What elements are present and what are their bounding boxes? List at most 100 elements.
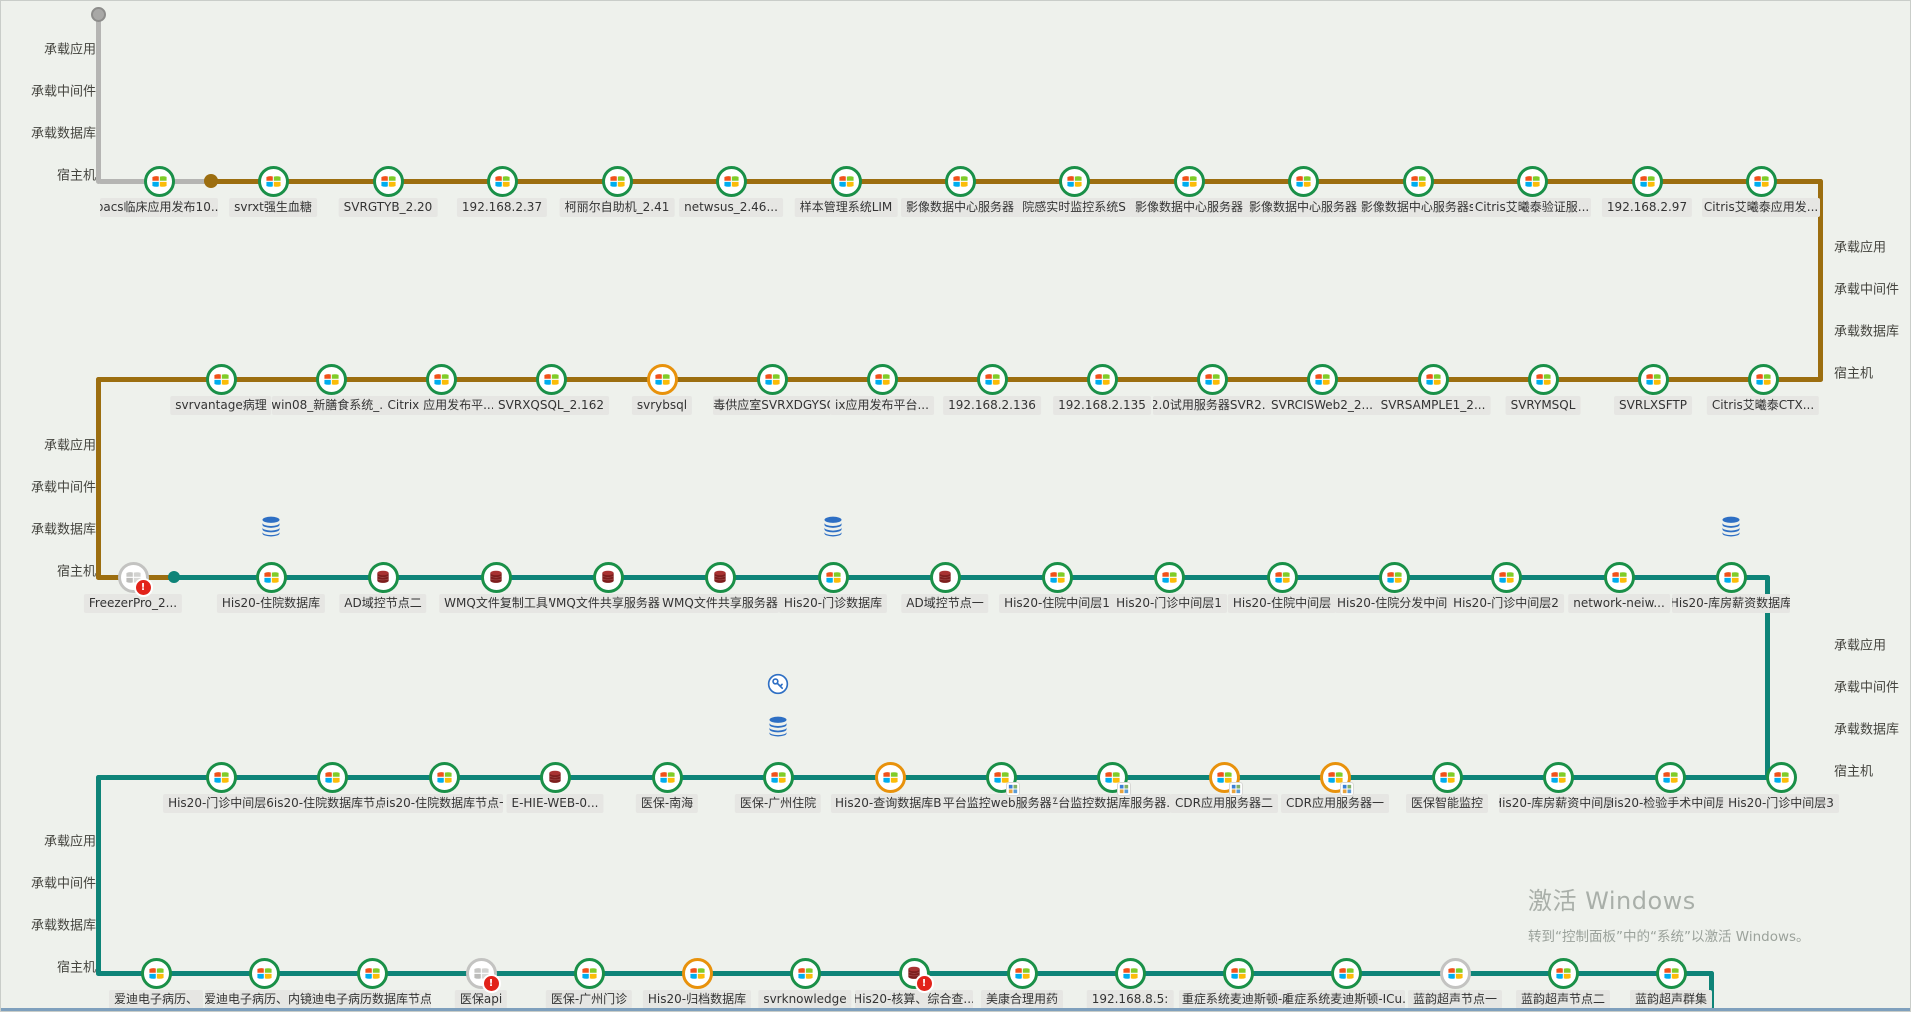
topology-node[interactable]	[1654, 761, 1686, 793]
topology-node[interactable]	[1603, 561, 1635, 593]
topology-node[interactable]: !	[465, 957, 501, 993]
node-label[interactable]: WMQ文件共享服务器（	[549, 594, 667, 613]
node-label[interactable]: 医保api	[454, 990, 508, 1009]
node-label[interactable]: AD域控节点一	[901, 594, 989, 613]
node-label[interactable]: His20-住院中间层	[1227, 594, 1337, 613]
node-label[interactable]: 192.168.2.37	[456, 198, 548, 217]
node-label[interactable]: SVRYMSQL	[1505, 396, 1581, 415]
node-label[interactable]: His20-住院分发中间.	[1335, 594, 1453, 613]
node-label[interactable]: 蓝韵超声节点二	[1515, 990, 1611, 1009]
node-label[interactable]: 爱迪电子病历、内镜数	[205, 990, 323, 1009]
node-label[interactable]: SVRGTYB_2.20	[338, 198, 438, 217]
node-label[interactable]: His20-门诊中间层1	[1111, 594, 1227, 613]
node-label[interactable]: 影像数据中心服务器	[901, 198, 1019, 217]
topology-node[interactable]	[316, 761, 348, 793]
topology-node[interactable]	[1715, 561, 1747, 593]
node-label[interactable]: 医保智能监控	[1405, 794, 1489, 813]
topology-node[interactable]	[976, 363, 1008, 395]
node-label[interactable]: 影像数据中心服务器	[1244, 198, 1362, 217]
topology-node[interactable]	[1547, 957, 1579, 989]
topology-node[interactable]	[762, 761, 794, 793]
node-label[interactable]: His20-住院数据库	[216, 594, 326, 613]
topology-node[interactable]	[985, 761, 1019, 795]
node-label[interactable]: 平台监控web服务器1	[942, 794, 1060, 813]
node-label[interactable]: His20-门诊中间层6	[163, 794, 279, 813]
node-label[interactable]: 医保-南海	[635, 794, 699, 813]
node-label[interactable]: netwsus_2.46...	[679, 198, 783, 217]
topology-node[interactable]	[789, 957, 821, 989]
node-label[interactable]: 重症系统麦迪斯顿-ICu..	[1287, 990, 1405, 1009]
node-label[interactable]: svrxt强生血糖	[229, 198, 317, 217]
node-label[interactable]: His20-住院数据库节点二	[273, 794, 391, 813]
topology-node[interactable]	[205, 363, 237, 395]
topology-node[interactable]	[830, 165, 862, 197]
node-label[interactable]: His20-住院数据库节点一	[385, 794, 503, 813]
node-label[interactable]: 192.168.2.136	[943, 396, 1041, 415]
topology-node[interactable]	[143, 165, 175, 197]
node-label[interactable]: 院感实时监控系统S	[1017, 198, 1131, 217]
topology-node[interactable]	[356, 957, 388, 989]
topology-node[interactable]	[646, 363, 678, 395]
topology-node[interactable]	[1041, 561, 1073, 593]
node-label[interactable]: AD域控节点二	[339, 594, 427, 613]
topology-node[interactable]	[573, 957, 605, 989]
node-label[interactable]: 重症系统麦迪斯顿-麻	[1179, 990, 1297, 1009]
node-label[interactable]: FreezerPro_2...	[83, 594, 183, 613]
node-label[interactable]: SVRCISWeb2_2...	[1266, 396, 1378, 415]
node-label[interactable]: SVRSAMPLE1_2...	[1375, 396, 1491, 415]
topology-node[interactable]	[1490, 561, 1522, 593]
topology-node[interactable]	[1114, 957, 1146, 989]
node-label[interactable]: 蓝韵超声群集	[1629, 990, 1713, 1009]
topology-node[interactable]	[1330, 957, 1362, 989]
node-label[interactable]: E-HIE-WEB-0...	[506, 794, 604, 813]
topology-node[interactable]	[205, 761, 237, 793]
topology-node[interactable]	[756, 363, 788, 395]
node-label[interactable]: His20-门诊中间层2	[1448, 594, 1564, 613]
topology-node[interactable]	[944, 165, 976, 197]
topology-node[interactable]	[1208, 761, 1242, 795]
node-label[interactable]: svrybsql	[631, 396, 693, 415]
node-label[interactable]: CDR应用服务器二	[1170, 794, 1278, 813]
node-label[interactable]: 192.168.8.5:	[1086, 990, 1174, 1009]
topology-node[interactable]	[592, 561, 624, 593]
node-label[interactable]: His20-查询数据库BI	[831, 794, 949, 813]
topology-node[interactable]	[715, 165, 747, 197]
topology-node[interactable]	[1319, 761, 1353, 795]
node-label[interactable]: 消毒供应室SVRXDGYSQL	[713, 396, 831, 415]
topology-node[interactable]	[1527, 363, 1559, 395]
node-label[interactable]: svrknowledge	[758, 990, 852, 1009]
topology-node[interactable]	[1173, 165, 1205, 197]
topology-node[interactable]	[535, 363, 567, 395]
topology-node[interactable]	[1006, 957, 1038, 989]
topology-node[interactable]	[1439, 957, 1471, 989]
node-label[interactable]: svrvantage病理	[170, 396, 272, 415]
node-label[interactable]: His20-归档数据库	[642, 990, 752, 1009]
node-label[interactable]: CDR应用服务器一	[1281, 794, 1389, 813]
node-label[interactable]: ix应用发布平台...	[830, 396, 934, 415]
node-label[interactable]: WMQ文件复制工具	[439, 594, 553, 613]
topology-node[interactable]	[601, 165, 633, 197]
node-label[interactable]: 影像数据中心服务器	[1130, 198, 1248, 217]
database-icon[interactable]	[767, 715, 789, 737]
topology-node[interactable]	[1631, 165, 1663, 197]
topology-node[interactable]	[1637, 363, 1669, 395]
node-label[interactable]: His20-核算、综合查...	[855, 990, 973, 1009]
node-label[interactable]: Citris艾曦泰应用发...	[1702, 198, 1820, 217]
key-icon[interactable]	[767, 673, 789, 695]
topology-node[interactable]	[651, 761, 683, 793]
node-label[interactable]: 爱迪电子病历、	[108, 990, 204, 1009]
node-label[interactable]: Citris艾曦泰验证服...	[1473, 198, 1591, 217]
topology-node[interactable]	[1153, 561, 1185, 593]
topology-node[interactable]	[1417, 363, 1449, 395]
node-label[interactable]: His20-住院中间层1	[999, 594, 1115, 613]
node-label[interactable]: Citris艾曦泰CTX...	[1706, 396, 1820, 415]
topology-node[interactable]	[681, 957, 713, 989]
node-label[interactable]: His20-门诊数据库	[778, 594, 888, 613]
topology-node[interactable]	[1516, 165, 1548, 197]
node-label[interactable]: pacs临床应用发布10...	[100, 198, 218, 217]
node-label[interactable]: SVRXQSQL_2.162	[493, 396, 609, 415]
node-label[interactable]: 爱迪电子病历数据库节点二	[313, 990, 431, 1009]
node-label[interactable]: 平台监控数据库服务器...	[1053, 794, 1171, 813]
topology-node[interactable]	[704, 561, 736, 593]
topology-node[interactable]	[1765, 761, 1797, 793]
